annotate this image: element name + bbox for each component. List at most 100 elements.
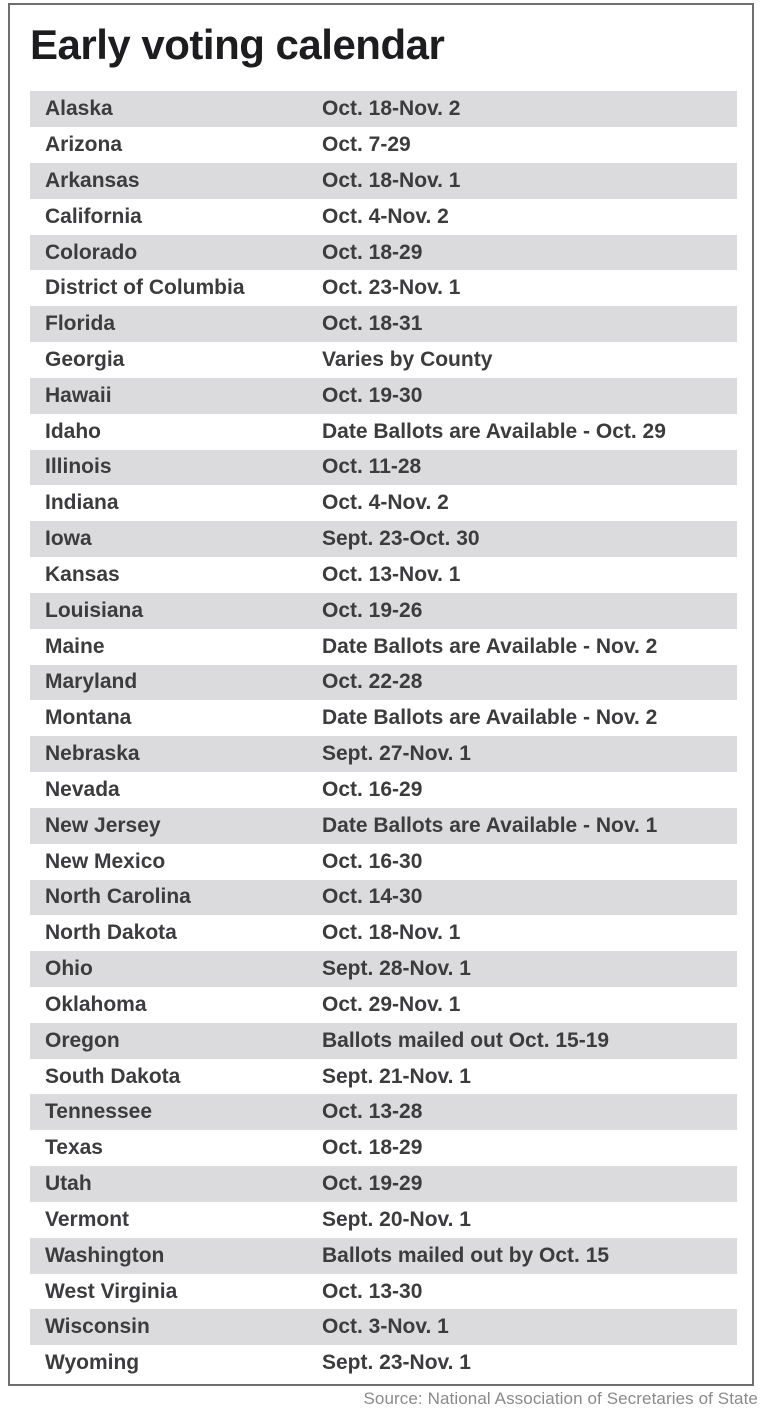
- dates-cell: Oct. 19-26: [322, 598, 423, 622]
- dates-cell: Oct. 18-29: [322, 240, 423, 264]
- table-row: Montana Date Ballots are Available - Nov…: [30, 700, 737, 736]
- dates-cell: Oct. 29-Nov. 1: [322, 992, 461, 1016]
- state-cell: New Jersey: [45, 813, 161, 837]
- table-row: Alaska Oct. 18-Nov. 2: [30, 91, 737, 128]
- dates-cell: Oct. 4-Nov. 2: [322, 491, 449, 515]
- dates-cell: Oct. 18-31: [322, 312, 423, 336]
- table-row: Arkansas Oct. 18-Nov. 1: [30, 162, 737, 199]
- state-cell: Louisiana: [45, 598, 144, 622]
- state-cell: Idaho: [45, 419, 101, 443]
- dates-cell: Varies by County: [322, 348, 493, 371]
- table-row: Hawaii Oct. 19-30: [30, 377, 737, 414]
- dates-cell: Oct. 7-29: [322, 133, 411, 157]
- table-row: Florida Oct. 18-31: [30, 306, 737, 343]
- state-cell: Texas: [45, 1136, 103, 1160]
- dates-cell: Oct. 19-30: [322, 383, 423, 407]
- dates-cell: Oct. 19-29: [322, 1172, 423, 1196]
- dates-cell: Sept. 23-Oct. 30: [322, 527, 480, 551]
- table-row: Tennessee Oct. 13-28: [30, 1094, 737, 1131]
- dates-cell: Oct. 13-Nov. 1: [322, 562, 461, 586]
- page-title: Early voting calendar: [30, 21, 445, 68]
- state-cell: Utah: [45, 1172, 92, 1196]
- dates-cell: Sept. 23-Nov. 1: [322, 1351, 471, 1375]
- table-row: Wyoming Sept. 23-Nov. 1: [30, 1345, 737, 1381]
- table-row: South Dakota Sept. 21-Nov. 1: [30, 1059, 737, 1095]
- state-cell: Maryland: [45, 670, 138, 694]
- state-cell: Washington: [45, 1243, 165, 1267]
- state-cell: Vermont: [45, 1207, 130, 1231]
- table-row: North Dakota Oct. 18-Nov. 1: [30, 915, 737, 951]
- dates-cell: Oct. 14-30: [322, 885, 423, 909]
- table-row: Washington Ballots mailed out by Oct. 15: [30, 1237, 737, 1274]
- state-cell: Tennessee: [45, 1100, 152, 1124]
- state-cell: District of Columbia: [45, 276, 245, 300]
- table-row: Oklahoma Oct. 29-Nov. 1: [30, 987, 737, 1023]
- table-row: Georgia Varies by County: [30, 342, 737, 378]
- table-row: Wisconsin Oct. 3-Nov. 1: [30, 1309, 737, 1346]
- table-row: North Carolina Oct. 14-30: [30, 879, 737, 916]
- table-row: Indiana Oct. 4-Nov. 2: [30, 485, 737, 521]
- dates-cell: Oct. 11-28: [322, 455, 422, 479]
- dates-cell: Ballots mailed out by Oct. 15: [322, 1243, 610, 1267]
- dates-cell: Date Ballots are Available - Oct. 29: [322, 419, 666, 443]
- table-row: District of Columbia Oct. 23-Nov. 1: [30, 270, 737, 306]
- table-row: Kansas Oct. 13-Nov. 1: [30, 557, 737, 593]
- table-row: Vermont Sept. 20-Nov. 1: [30, 1202, 737, 1238]
- dates-cell: Oct. 18-Nov. 2: [322, 97, 461, 121]
- state-cell: New Mexico: [45, 849, 166, 873]
- source-credit: Source: National Association of Secretar…: [363, 1389, 758, 1408]
- state-cell: Kansas: [45, 562, 120, 586]
- dates-cell: Oct. 13-30: [322, 1279, 423, 1303]
- table-row: Maine Date Ballots are Available - Nov. …: [30, 629, 737, 665]
- state-cell: Georgia: [45, 348, 125, 371]
- state-cell: Illinois: [45, 455, 112, 479]
- early-voting-card: Early voting calendar Alaska Oct. 18-Nov…: [8, 3, 754, 1386]
- dates-cell: Oct. 18-Nov. 1: [322, 168, 461, 192]
- dates-cell: Date Ballots are Available - Nov. 2: [322, 706, 658, 730]
- table-row: Nebraska Sept. 27-Nov. 1: [30, 736, 737, 773]
- dates-cell: Sept. 27-Nov. 1: [322, 742, 471, 766]
- dates-cell: Oct. 22-28: [322, 670, 423, 694]
- table-row: Maryland Oct. 22-28: [30, 664, 737, 701]
- state-cell: Colorado: [45, 240, 138, 264]
- table-row: Arizona Oct. 7-29: [30, 127, 737, 163]
- dates-cell: Sept. 21-Nov. 1: [322, 1064, 471, 1088]
- state-cell: North Carolina: [45, 885, 191, 909]
- dates-cell: Sept. 28-Nov. 1: [322, 957, 471, 981]
- state-cell: Hawaii: [45, 383, 112, 407]
- dates-cell: Oct. 18-Nov. 1: [322, 921, 461, 945]
- state-cell: Alaska: [45, 97, 113, 121]
- table-row: Nevada Oct. 16-29: [30, 772, 737, 808]
- state-cell: Arizona: [45, 133, 123, 157]
- table-row: Iowa Sept. 23-Oct. 30: [30, 521, 737, 558]
- state-cell: Oregon: [45, 1028, 120, 1052]
- table-row: Texas Oct. 18-29: [30, 1130, 737, 1166]
- state-cell: Nevada: [45, 777, 120, 801]
- state-cell: Arkansas: [45, 168, 140, 192]
- state-cell: California: [45, 204, 142, 228]
- dates-cell: Oct. 18-29: [322, 1136, 423, 1160]
- state-cell: Oklahoma: [45, 992, 147, 1016]
- state-cell: Maine: [45, 634, 105, 658]
- table-row: Ohio Sept. 28-Nov. 1: [30, 951, 737, 987]
- state-cell: West Virginia: [45, 1279, 178, 1303]
- table-row: Oregon Ballots mailed out Oct. 15-19: [30, 1022, 737, 1059]
- state-cell: Montana: [45, 706, 132, 730]
- state-cell: Ohio: [45, 957, 93, 981]
- state-cell: Nebraska: [45, 742, 140, 766]
- dates-cell: Date Ballots are Available - Nov. 2: [322, 634, 658, 658]
- state-cell: Iowa: [45, 527, 92, 551]
- dates-cell: Ballots mailed out Oct. 15-19: [322, 1028, 610, 1052]
- table-body: Alaska Oct. 18-Nov. 2 Arizona Oct. 7-29 …: [10, 91, 752, 1381]
- table-row: West Virginia Oct. 13-30: [30, 1274, 737, 1310]
- dates-cell: Sept. 20-Nov. 1: [322, 1207, 471, 1231]
- state-cell: Florida: [45, 312, 116, 336]
- dates-cell: Oct. 3-Nov. 1: [322, 1315, 449, 1339]
- table-row: California Oct. 4-Nov. 2: [30, 199, 737, 235]
- table-row: Idaho Date Ballots are Available - Oct. …: [30, 414, 737, 450]
- table-row: Utah Oct. 19-29: [30, 1166, 737, 1202]
- state-cell: Wisconsin: [45, 1315, 150, 1339]
- table-row: Louisiana Oct. 19-26: [30, 592, 737, 629]
- table-row: New Jersey Date Ballots are Available - …: [30, 807, 737, 844]
- dates-cell: Oct. 16-29: [322, 777, 423, 801]
